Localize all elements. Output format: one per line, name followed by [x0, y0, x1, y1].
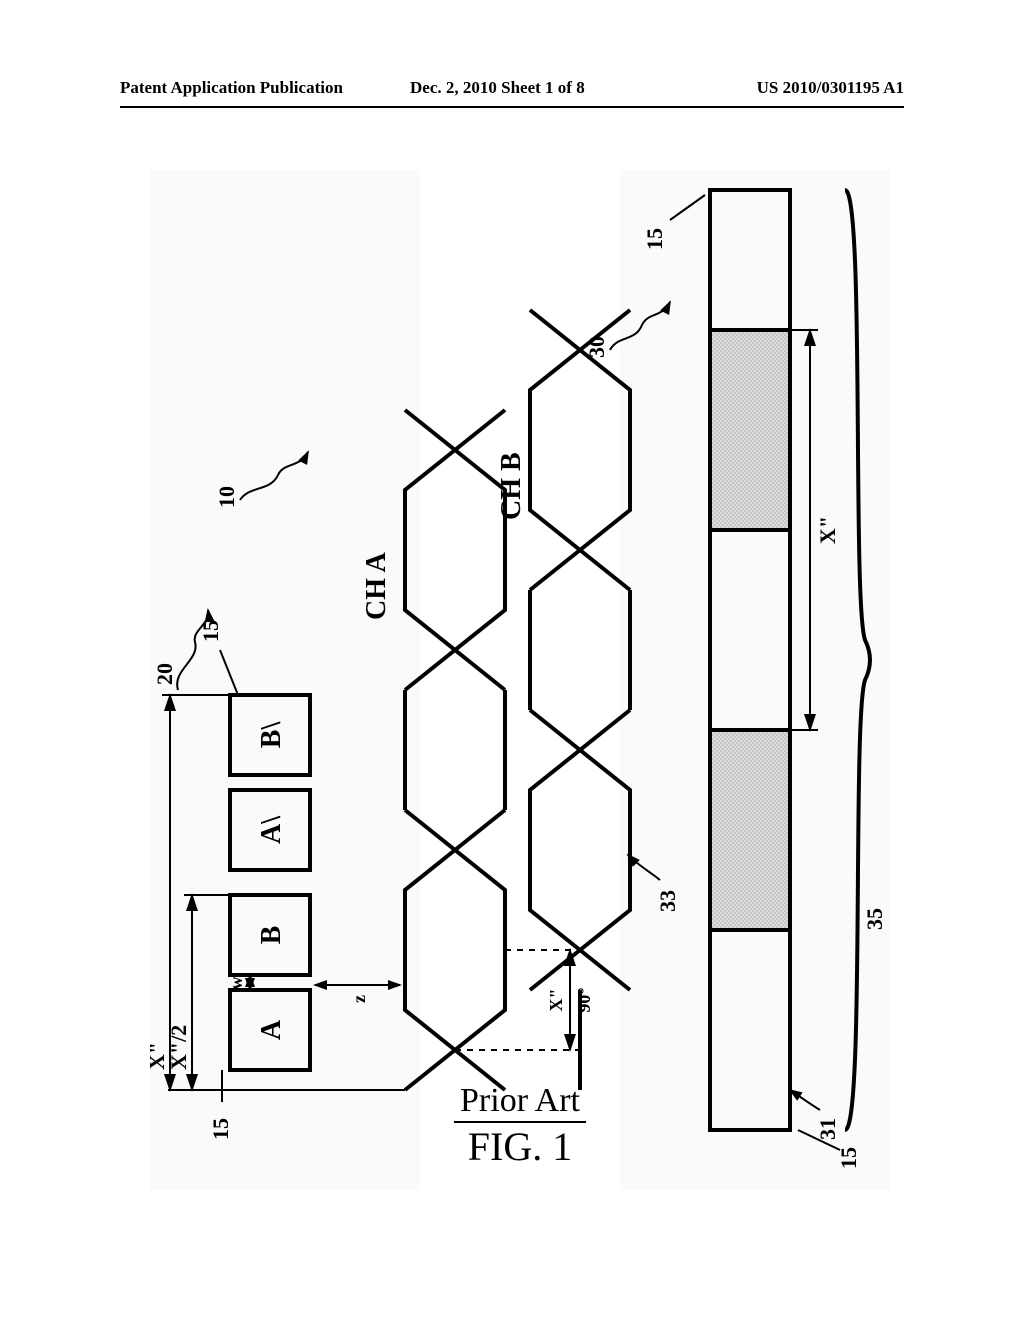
ref-20: 20	[152, 663, 177, 685]
label-w: w	[226, 977, 246, 990]
label-fig-title: FIG. 1	[150, 1123, 890, 1170]
label-Ab: A\	[256, 815, 287, 844]
label-CHA: CH A	[361, 552, 392, 620]
label-Bb: B\	[256, 721, 287, 749]
page-root: Patent Application Publication Dec. 2, 2…	[0, 0, 1024, 1320]
header-left: Patent Application Publication	[120, 78, 343, 98]
label-Xq-bottom: X"	[815, 516, 840, 544]
ref-15-scaleR: 15	[642, 228, 667, 250]
page-header: Patent Application Publication Dec. 2, 2…	[0, 78, 1024, 108]
figure-svg: 15 15 A B A\ B\ w z X"/2	[150, 170, 890, 1190]
label-Xq-mid: X"	[546, 989, 566, 1012]
scale-strip	[710, 190, 790, 1130]
figure-frame: 15 15 A B A\ B\ w z X"/2	[150, 170, 890, 1190]
label-90deg: 90°	[574, 987, 594, 1012]
header-center: Dec. 2, 2010 Sheet 1 of 8	[410, 78, 585, 98]
waveform-chb	[530, 310, 630, 1090]
label-Xq-top: X"	[150, 1042, 169, 1070]
label-B: B	[256, 926, 287, 945]
ref-33: 33	[655, 890, 680, 912]
label-prior-art: Prior Art	[150, 1082, 890, 1120]
label-A: A	[256, 1019, 287, 1040]
label-z: z	[349, 995, 369, 1003]
label-CHB: CH B	[496, 452, 527, 520]
ref-35: 35	[862, 908, 887, 930]
waveform-cha	[405, 410, 505, 1090]
header-right: US 2010/0301195 A1	[757, 78, 904, 98]
header-rule	[120, 106, 904, 108]
ref-15-topB: 15	[198, 620, 223, 642]
ref-30: 30	[584, 336, 609, 358]
ref-10: 10	[214, 486, 239, 508]
